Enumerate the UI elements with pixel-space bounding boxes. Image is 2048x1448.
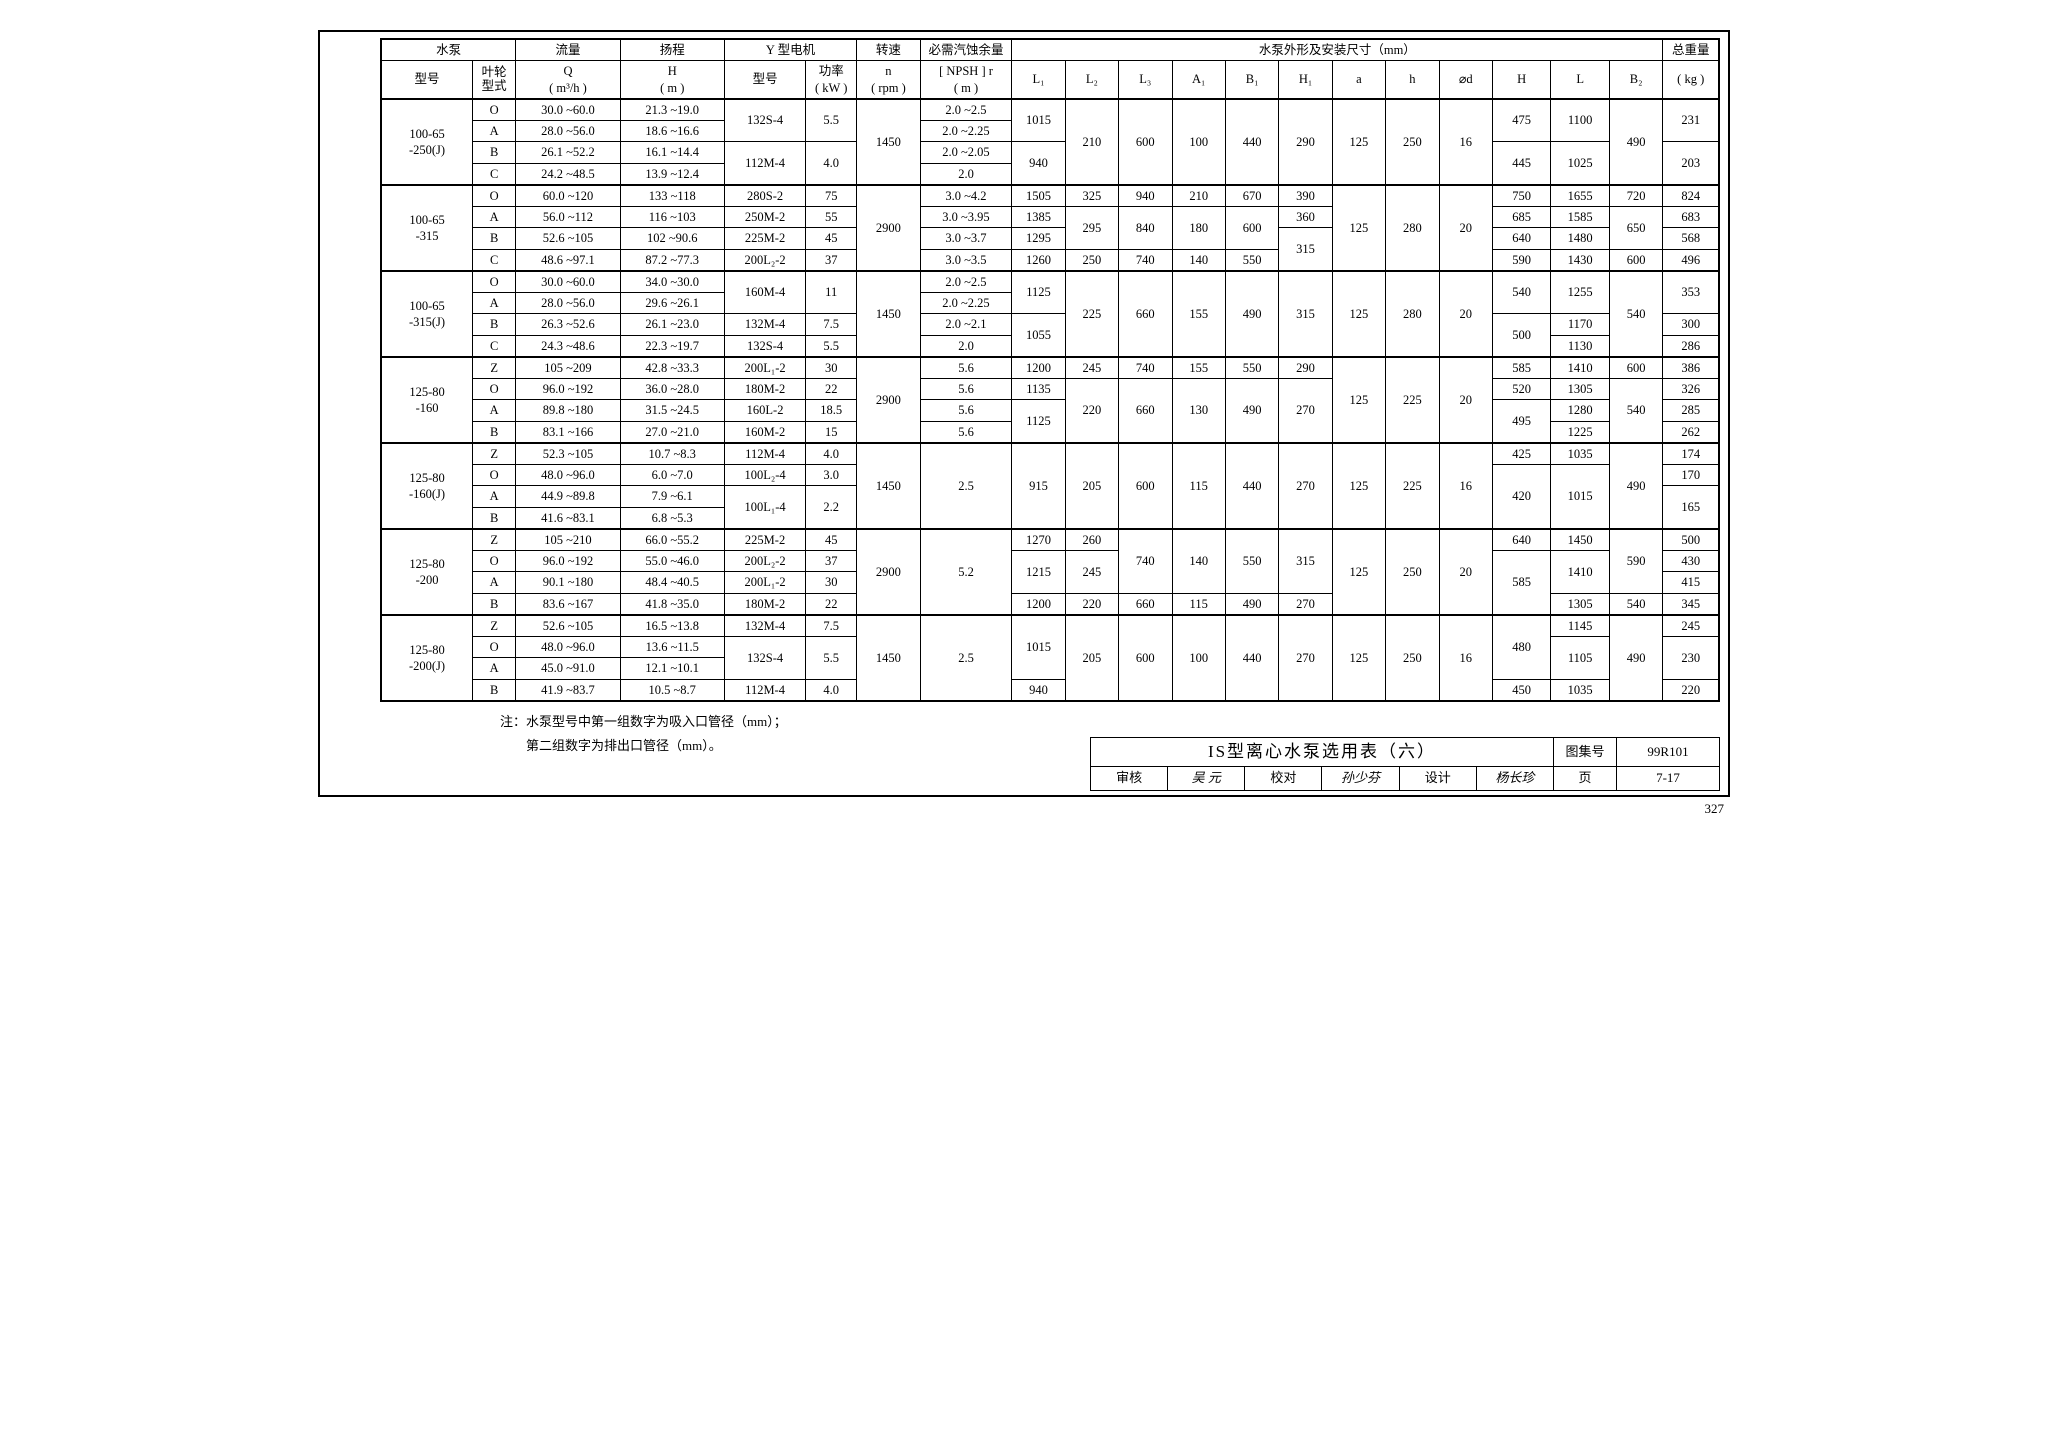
table-row: 100-65-315(J) O30.0 ~60.034.0 ~30.0 160M… [381,271,1719,293]
atlas-label: 图集号 [1554,738,1617,767]
pump-table: 水泵 流量 扬程 Y 型电机 转速 必需汽蚀余量 水泵外形及安装尺寸（mm） 总… [380,38,1720,702]
hdr-d9: H [1492,61,1550,99]
table-body: 100-65-250(J) O30.0 ~60.021.3 ~19.0 132S… [381,99,1719,701]
hdr-h: H( m ) [620,61,724,99]
table-row: A56.0 ~112116 ~103 250M-2553.0 ~3.95 138… [381,207,1719,228]
hdr-pump: 水泵 [381,39,516,61]
sheet-title: IS型离心水泵选用表（六） [1091,738,1554,767]
hdr-d7: h [1386,61,1439,99]
table-row: 100-65-250(J) O30.0 ~60.021.3 ~19.0 132S… [381,99,1719,121]
table-row: O96.0 ~19255.0 ~46.0 200L₂-237 1215245 5… [381,551,1719,572]
hdr-head: 扬程 [620,39,724,61]
hdr-q: Q( m³/h ) [516,61,620,99]
hdr-weight: 总重量 [1663,39,1719,61]
hdr-motor: Y 型电机 [724,39,856,61]
hdr-power: 功率( kW ) [806,61,857,99]
table-row: 125-80-200 Z105 ~21066.0 ~55.2 225M-245 … [381,529,1719,551]
hdr-d3: A₁ [1172,61,1225,99]
page-label: 页 [1554,767,1617,791]
hdr-npsh-u: [ NPSH ] r( m ) [920,61,1012,99]
hdr-impeller: 叶轮型式 [473,61,516,99]
hdr-d8: ⌀d [1439,61,1492,99]
hdr-d4: B₁ [1225,61,1278,99]
atlas-value: 99R101 [1617,738,1720,767]
table-row: O96.0 ~19236.0 ~28.0 180M-2225.6 1135 22… [381,379,1719,400]
hdr-kg: ( kg ) [1663,61,1719,99]
hdr-d2: L₃ [1119,61,1172,99]
designer-label: 设计 [1399,767,1476,791]
drawing-frame: 水泵 流量 扬程 Y 型电机 转速 必需汽蚀余量 水泵外形及安装尺寸（mm） 总… [318,30,1730,797]
table-row: B41.9 ~83.710.5 ~8.7 112M-44.0 940 45010… [381,679,1719,701]
hdr-d6: a [1332,61,1385,99]
hdr-motor-model: 型号 [724,61,805,99]
reviewer-sig: 吴 元 [1168,767,1245,791]
hdr-npsh: 必需汽蚀余量 [920,39,1012,61]
table-row: 100-65-315 O60.0 ~120133 ~118 280S-275 2… [381,185,1719,207]
hdr-d10: L [1551,61,1609,99]
table-row: 125-80-200(J) Z52.6 ~10516.5 ~13.8 132M-… [381,615,1719,637]
page-value: 7-17 [1617,767,1720,791]
table-row: B52.6 ~105102 ~90.6 225M-2453.0 ~3.7 129… [381,228,1719,249]
hdr-d5: H₁ [1279,61,1332,99]
hdr-speed: 转速 [857,39,921,61]
hdr-d11: B₂ [1609,61,1663,99]
table-row: C48.6 ~97.187.2 ~77.3 200L₂-2373.0 ~3.5 … [381,249,1719,271]
designer-sig: 杨长珍 [1476,767,1553,791]
table-row: B26.3 ~52.626.1 ~23.0 132M-47.52.0 ~2.1 … [381,314,1719,335]
checker-sig: 孙少芬 [1322,767,1399,791]
hdr-flow: 流量 [516,39,620,61]
checker-label: 校对 [1245,767,1322,791]
table-row: A89.8 ~18031.5 ~24.5 160L-218.55.6 11254… [381,400,1719,421]
hdr-d0: L₁ [1012,61,1065,99]
table-row: 125-80-160(J) Z52.3 ~10510.7 ~8.3 112M-4… [381,443,1719,465]
reviewer-label: 审核 [1091,767,1168,791]
footnote-line1: 注：水泵型号中第一组数字为吸入口管径（mm）； [500,710,1720,735]
hdr-model: 型号 [381,61,473,99]
hdr-dims: 水泵外形及安装尺寸（mm） [1012,39,1663,61]
hdr-n: n( rpm ) [857,61,921,99]
table-row: B26.1 ~52.216.1 ~14.4 112M-44.02.0 ~2.05… [381,142,1719,163]
table-header: 水泵 流量 扬程 Y 型电机 转速 必需汽蚀余量 水泵外形及安装尺寸（mm） 总… [381,39,1719,99]
table-row: 125-80-160 Z105 ~20942.8 ~33.3 200L₁-230… [381,357,1719,379]
page-number: 327 [1705,801,1725,817]
title-block: IS型离心水泵选用表（六） 图集号 99R101 审核 吴 元 校对 孙少芬 设… [1090,737,1720,791]
hdr-d1: L₂ [1065,61,1118,99]
